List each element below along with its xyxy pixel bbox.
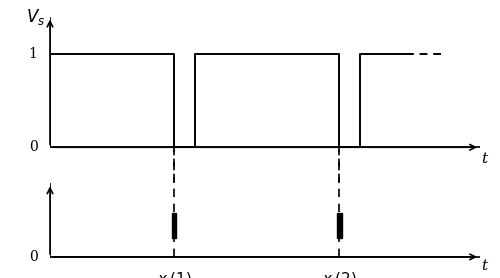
- Text: $x_i(1)$: $x_i(1)$: [156, 270, 192, 278]
- Bar: [337, 213, 342, 238]
- Text: $V_s$: $V_s$: [26, 7, 44, 27]
- Text: 0: 0: [29, 250, 38, 264]
- Text: t: t: [481, 152, 487, 166]
- Text: $x_i(2)$: $x_i(2)$: [322, 270, 357, 278]
- Text: 1: 1: [28, 47, 38, 61]
- Text: t: t: [481, 259, 487, 272]
- Bar: [172, 213, 176, 238]
- Text: 0: 0: [29, 140, 38, 154]
